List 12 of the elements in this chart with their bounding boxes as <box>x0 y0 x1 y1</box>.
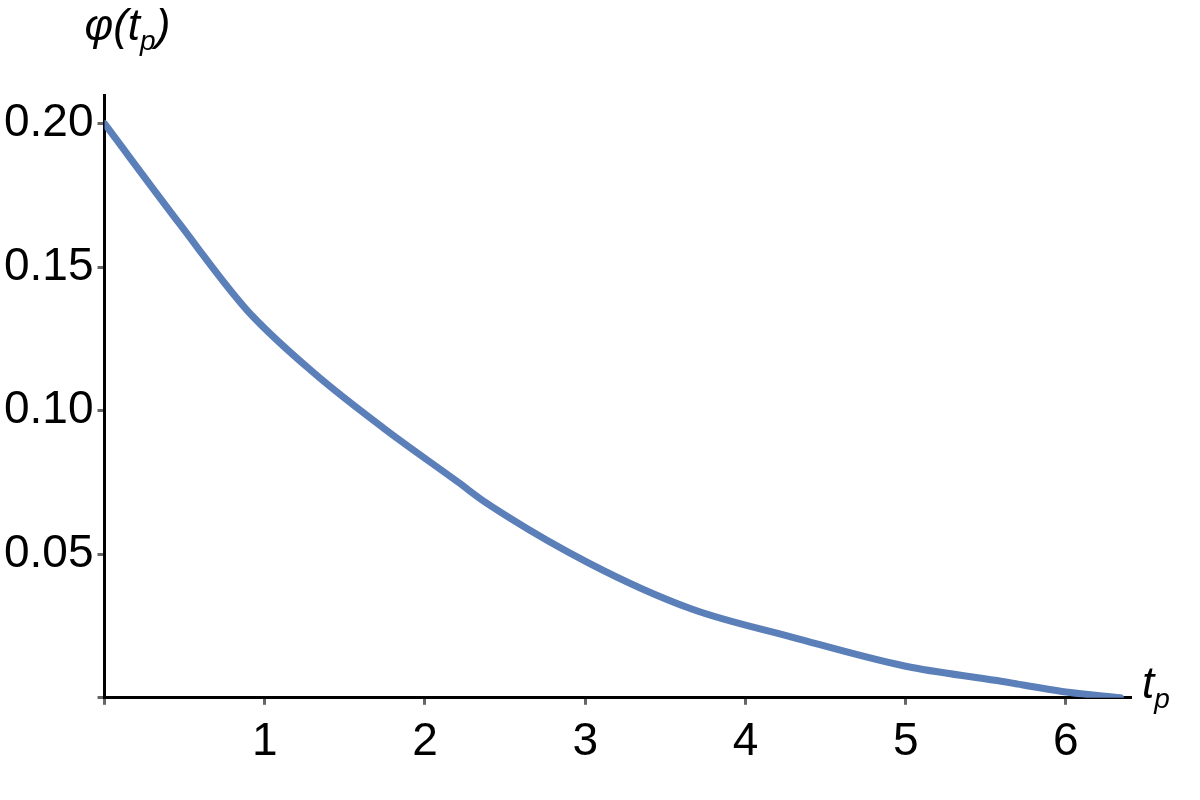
x-tick-label: 4 <box>732 713 759 766</box>
x-tick-label: 2 <box>412 713 438 766</box>
y-tick-label: 0.20 <box>4 94 94 147</box>
y-axis-title: φ(t$_{p}$) <box>84 0 171 57</box>
x-tick-label: 1 <box>251 713 278 766</box>
x-axis-title: t$_{p}$ <box>1142 657 1170 715</box>
y-tick-label: 0.05 <box>4 524 94 577</box>
y-tick-label: 0.15 <box>4 237 94 290</box>
x-tick-label: 5 <box>892 713 919 766</box>
x-tick-label: 3 <box>572 713 599 766</box>
x-tick-label: 6 <box>1053 713 1079 766</box>
y-tick-label: 0.10 <box>4 381 94 434</box>
